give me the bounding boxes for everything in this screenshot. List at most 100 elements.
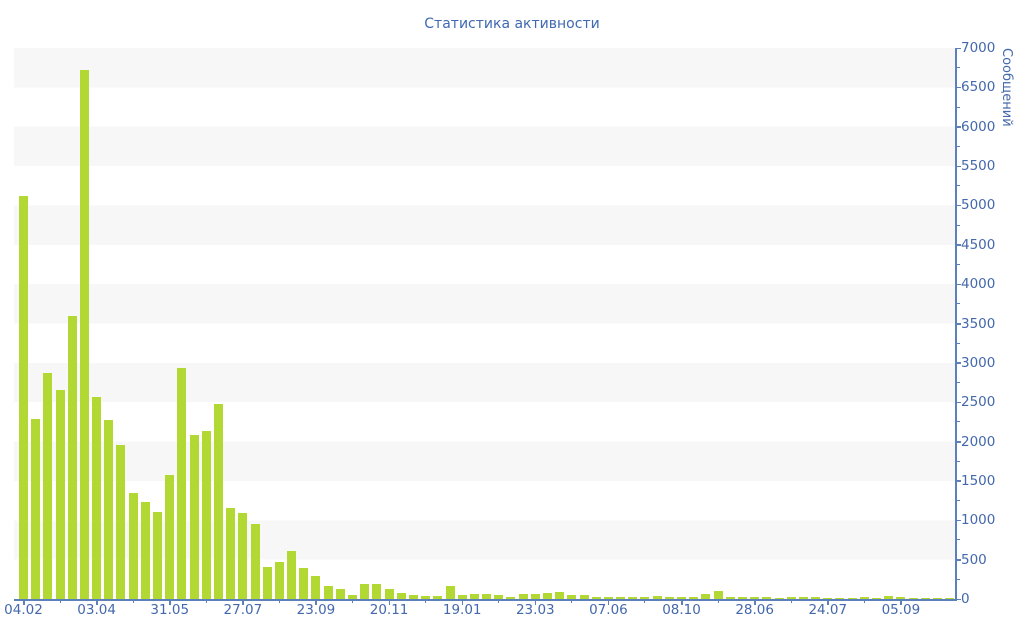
x-tick	[681, 600, 683, 605]
activity-bar	[421, 595, 431, 599]
activity-bar	[469, 594, 479, 599]
x-tick-label: 24.07	[808, 602, 848, 618]
x-tick-label: 20.11	[369, 602, 409, 618]
activity-bar	[823, 597, 833, 599]
y-minor-tick	[957, 539, 960, 541]
activity-bar	[579, 595, 589, 599]
y-tick-label: 4000	[961, 276, 996, 293]
y-tick	[957, 401, 961, 404]
activity-bar	[213, 403, 223, 599]
y-tick-label: 6500	[961, 79, 996, 96]
activity-bar	[908, 597, 918, 599]
y-tick	[957, 244, 961, 246]
x-minor-tick	[132, 600, 134, 603]
activity-bar	[165, 475, 175, 599]
y-tick	[957, 47, 961, 49]
activity-bar	[542, 593, 552, 599]
y-minor-tick	[957, 500, 960, 502]
activity-bar	[518, 594, 528, 599]
activity-bar	[372, 584, 382, 599]
x-minor-tick	[644, 600, 646, 603]
activity-bar	[238, 513, 248, 599]
y-tick-label: 6000	[961, 118, 996, 135]
activity-bar	[689, 597, 699, 599]
activity-bar	[774, 597, 784, 599]
activity-bar	[323, 585, 333, 599]
x-tick	[169, 600, 171, 605]
x-minor-tick	[790, 600, 792, 603]
activity-bar	[652, 595, 662, 599]
activity-bar	[555, 592, 565, 599]
activity-bar	[299, 568, 309, 599]
y-minor-tick	[957, 421, 960, 423]
activity-bar	[835, 598, 845, 599]
x-tick-label: 07.06	[589, 602, 628, 618]
activity-bar	[408, 595, 418, 599]
activity-bar	[140, 502, 150, 599]
x-tick	[242, 600, 244, 605]
activity-bar	[847, 597, 857, 599]
y-tick-label: 0	[961, 591, 970, 607]
chart-title: Статистика активности	[424, 16, 600, 32]
activity-bar	[506, 597, 516, 599]
x-tick	[461, 600, 464, 605]
activity-bar	[872, 597, 882, 599]
y-minor-tick	[957, 578, 960, 580]
y-tick-label: 1500	[961, 472, 996, 489]
activity-bar	[116, 444, 126, 599]
y-tick	[957, 323, 961, 325]
activity-bar	[567, 595, 577, 599]
activity-bar	[811, 597, 821, 599]
y-minor-tick	[957, 263, 960, 265]
activity-bar	[92, 396, 102, 599]
activity-bar	[945, 597, 955, 599]
x-tick	[96, 600, 98, 605]
x-tick-label: 23.09	[296, 602, 336, 618]
activity-bar	[896, 597, 906, 599]
activity-bar	[530, 594, 540, 599]
x-minor-tick	[352, 600, 354, 603]
y-minor-tick	[957, 460, 960, 462]
y-tick	[957, 559, 961, 561]
activity-bar	[701, 593, 711, 599]
activity-bar	[128, 492, 138, 599]
activity-bar	[616, 597, 626, 599]
x-tick-label: 05.09	[881, 602, 921, 618]
activity-bar	[433, 595, 443, 599]
activity-bar	[786, 597, 796, 599]
activity-bar	[104, 420, 114, 599]
y-tick	[957, 86, 961, 89]
activity-bar	[335, 589, 345, 599]
activity-bar	[384, 589, 394, 599]
y-minor-tick	[957, 145, 960, 147]
y-tick-label: 1000	[961, 512, 996, 529]
x-tick	[534, 600, 537, 605]
x-tick-label: 19.01	[442, 602, 482, 618]
plot-area	[14, 48, 957, 601]
y-tick	[957, 362, 961, 364]
activity-bar	[482, 593, 492, 599]
activity-bar	[750, 597, 760, 599]
y-minor-tick	[957, 185, 960, 187]
activity-bar	[713, 591, 723, 599]
x-tick	[315, 600, 317, 605]
x-tick	[607, 600, 610, 605]
activity-bar	[348, 594, 358, 599]
activity-bar	[67, 315, 77, 599]
y-tick-label: 3500	[961, 315, 996, 332]
y-tick	[957, 204, 961, 207]
activity-bar	[396, 593, 406, 599]
activity-bar	[677, 597, 687, 599]
y-tick-label: 2500	[961, 394, 996, 411]
y-minor-tick	[957, 67, 960, 69]
y-tick	[957, 519, 961, 522]
x-minor-tick	[498, 600, 500, 603]
activity-bar	[274, 562, 284, 599]
y-tick-label: 5500	[961, 158, 996, 175]
activity-bar	[189, 435, 199, 599]
activity-bar	[43, 373, 53, 599]
x-tick-label: 08.10	[662, 602, 701, 618]
x-tick-label: 03.04	[77, 602, 116, 618]
activity-bar	[494, 595, 504, 599]
